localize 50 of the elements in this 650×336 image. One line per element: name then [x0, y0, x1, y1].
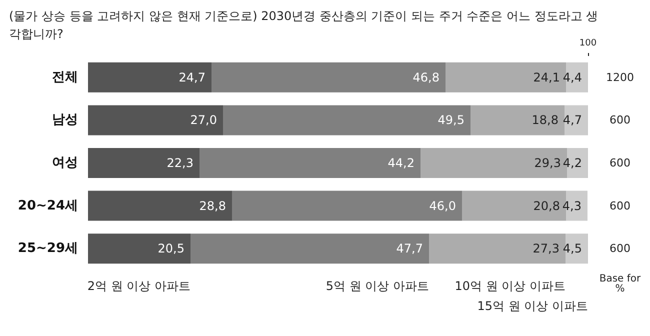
data-label: 49,5: [438, 113, 464, 128]
bar: [232, 190, 462, 221]
text: 600: [610, 242, 630, 256]
series-label: 10억 원 이상 이파트: [454, 279, 566, 293]
bar: [88, 105, 223, 136]
bar: [566, 234, 588, 264]
y-tick-label: 20~24세: [18, 198, 78, 214]
series-label: 5억 원 이상 아파트: [326, 279, 429, 293]
x-tick-label: 100: [579, 38, 597, 48]
data-label: 24,7: [178, 70, 206, 84]
data-label: 4,3: [562, 198, 582, 213]
y-tick-label: 전체: [52, 70, 78, 85]
text: 1200: [606, 70, 634, 84]
data-label: 4,5: [562, 242, 582, 256]
data-label: 46,0: [429, 198, 456, 213]
bar: [212, 62, 446, 92]
data-label: 27,3: [532, 242, 560, 256]
data-label: 24,1: [533, 70, 560, 84]
bar: [190, 234, 429, 264]
text: 600: [610, 156, 630, 170]
data-label: 4,2: [562, 156, 582, 170]
y-tick-label: 25~29세: [18, 241, 78, 256]
data-label: 22,3: [166, 156, 194, 170]
data-label: 18,8: [532, 113, 558, 128]
data-label: 44,2: [388, 156, 414, 170]
bar: [88, 62, 212, 92]
y-tick-label: 여성: [52, 156, 78, 170]
data-label: 46,8: [412, 70, 440, 84]
bar: [88, 148, 200, 178]
bar: [223, 105, 470, 136]
data-label: 47,7: [396, 242, 423, 256]
data-label: 28,8: [199, 198, 226, 213]
data-label: 4,4: [562, 70, 582, 84]
bar: [88, 234, 190, 264]
y-tick-label: 남성: [52, 112, 78, 128]
bar: [88, 190, 232, 221]
text: 15억 원 이상 이파트: [477, 299, 588, 313]
text: 600: [610, 114, 630, 127]
bar: [564, 105, 588, 136]
bar: [200, 148, 420, 178]
bar: [470, 105, 564, 136]
data-label: 29,3: [534, 156, 561, 170]
series-label: 2억 원 이상 아파트: [87, 279, 190, 293]
text: 600: [610, 199, 630, 212]
bar: [429, 234, 566, 264]
data-label: 20,8: [533, 198, 560, 213]
data-label: 27,0: [190, 113, 217, 128]
data-label: 4,7: [562, 113, 582, 128]
text: Base for %: [599, 274, 642, 294]
data-label: 20,5: [158, 242, 184, 256]
